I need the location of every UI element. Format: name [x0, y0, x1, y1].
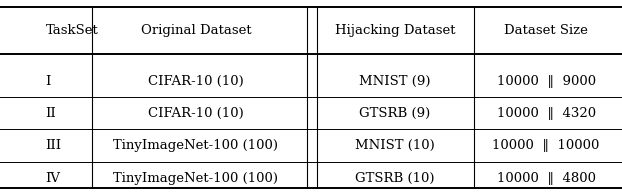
Text: Original Dataset: Original Dataset [141, 23, 251, 37]
Text: GTSRB (9): GTSRB (9) [360, 107, 430, 120]
Text: TinyImageNet-100 (100): TinyImageNet-100 (100) [113, 139, 279, 152]
Text: TinyImageNet-100 (100): TinyImageNet-100 (100) [113, 171, 279, 185]
Text: I: I [45, 75, 51, 88]
Text: 10000  ‖  9000: 10000 ‖ 9000 [496, 75, 596, 88]
Text: Hijacking Dataset: Hijacking Dataset [335, 23, 455, 37]
Text: TaskSet: TaskSet [45, 23, 98, 37]
Text: IV: IV [45, 171, 60, 185]
Text: 10000  ‖  4320: 10000 ‖ 4320 [496, 107, 596, 120]
Text: 10000  ‖  4800: 10000 ‖ 4800 [496, 171, 596, 185]
Text: GTSRB (10): GTSRB (10) [355, 171, 435, 185]
Text: III: III [45, 139, 62, 152]
Text: MNIST (9): MNIST (9) [360, 75, 430, 88]
Text: CIFAR-10 (10): CIFAR-10 (10) [148, 107, 244, 120]
Text: MNIST (10): MNIST (10) [355, 139, 435, 152]
Text: CIFAR-10 (10): CIFAR-10 (10) [148, 75, 244, 88]
Text: 10000  ‖  10000: 10000 ‖ 10000 [493, 139, 600, 152]
Text: Dataset Size: Dataset Size [504, 23, 588, 37]
Text: II: II [45, 107, 56, 120]
